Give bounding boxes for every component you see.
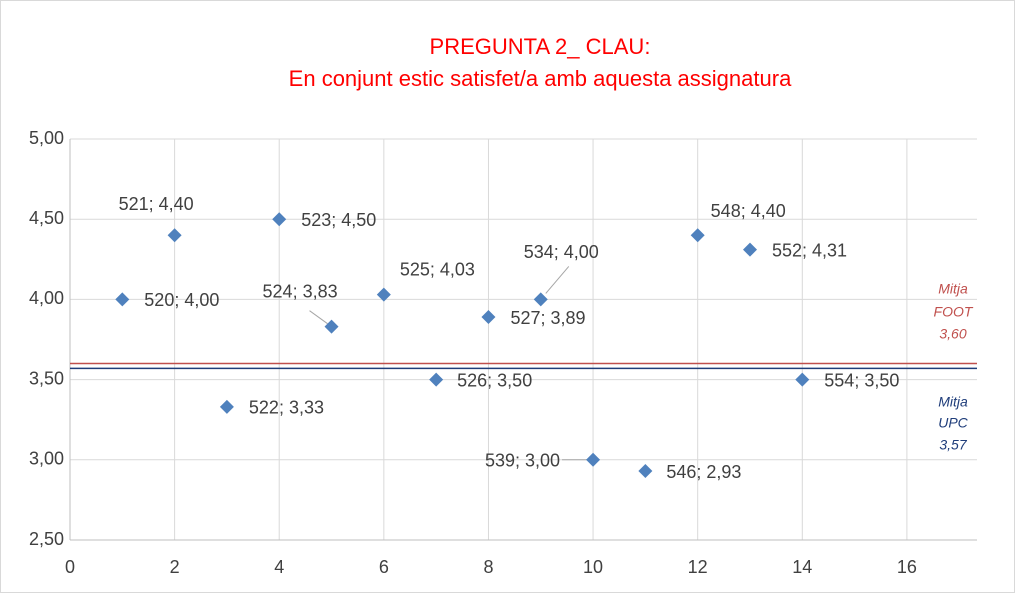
point xyxy=(481,310,496,325)
point xyxy=(272,212,287,227)
chart-title: PREGUNTA 2_ CLAU: xyxy=(430,34,651,59)
point xyxy=(586,452,601,467)
reference-label: UPC xyxy=(938,415,968,431)
data-label: 523; 4,50 xyxy=(301,210,376,230)
x-tick-label: 10 xyxy=(583,557,603,577)
leader-line xyxy=(545,266,570,294)
x-tick-label: 8 xyxy=(483,557,493,577)
point xyxy=(742,242,757,257)
data-label: 522; 3,33 xyxy=(249,398,324,418)
reference-label: Mitja xyxy=(938,281,968,297)
y-tick-label: 5,00 xyxy=(29,128,64,148)
data-label: 527; 3,89 xyxy=(510,308,585,328)
point xyxy=(690,228,705,243)
point xyxy=(324,319,339,334)
point xyxy=(219,399,234,414)
reference-label: FOOT xyxy=(934,304,974,320)
point xyxy=(795,372,810,387)
y-tick-label: 2,50 xyxy=(29,529,64,549)
data-label: 526; 3,50 xyxy=(457,370,532,390)
data-label: 539; 3,00 xyxy=(485,451,560,471)
y-tick-label: 4,50 xyxy=(29,208,64,228)
y-tick-label: 3,50 xyxy=(29,368,64,388)
reference-value: 3,60 xyxy=(939,326,966,342)
chart-title: En conjunt estic satisfet/a amb aquesta … xyxy=(289,66,792,91)
data-label: 552; 4,31 xyxy=(772,240,847,260)
data-label: 554; 3,50 xyxy=(824,370,899,390)
x-tick-label: 6 xyxy=(379,557,389,577)
data-label: 525; 4,03 xyxy=(400,259,475,279)
point xyxy=(638,464,653,479)
x-tick-label: 4 xyxy=(274,557,284,577)
x-tick-label: 2 xyxy=(170,557,180,577)
x-tick-label: 12 xyxy=(688,557,708,577)
reference-value: 3,57 xyxy=(939,437,967,453)
x-tick-label: 0 xyxy=(65,557,75,577)
point xyxy=(429,372,444,387)
data-label: 534; 4,00 xyxy=(524,242,599,262)
point xyxy=(533,292,548,307)
y-tick-label: 4,00 xyxy=(29,288,64,308)
y-tick-label: 3,00 xyxy=(29,449,64,469)
leader-line xyxy=(309,310,328,325)
point xyxy=(115,292,130,307)
data-label: 524; 3,83 xyxy=(263,281,338,301)
x-tick-label: 14 xyxy=(792,557,812,577)
data-label: 546; 2,93 xyxy=(666,462,741,482)
data-label: 548; 4,40 xyxy=(711,201,786,221)
reference-label: Mitja xyxy=(938,394,968,410)
data-label: 521; 4,40 xyxy=(119,194,194,214)
point xyxy=(376,287,391,302)
x-tick-label: 16 xyxy=(897,557,917,577)
data-label: 520; 4,00 xyxy=(144,290,219,310)
point xyxy=(167,228,182,243)
